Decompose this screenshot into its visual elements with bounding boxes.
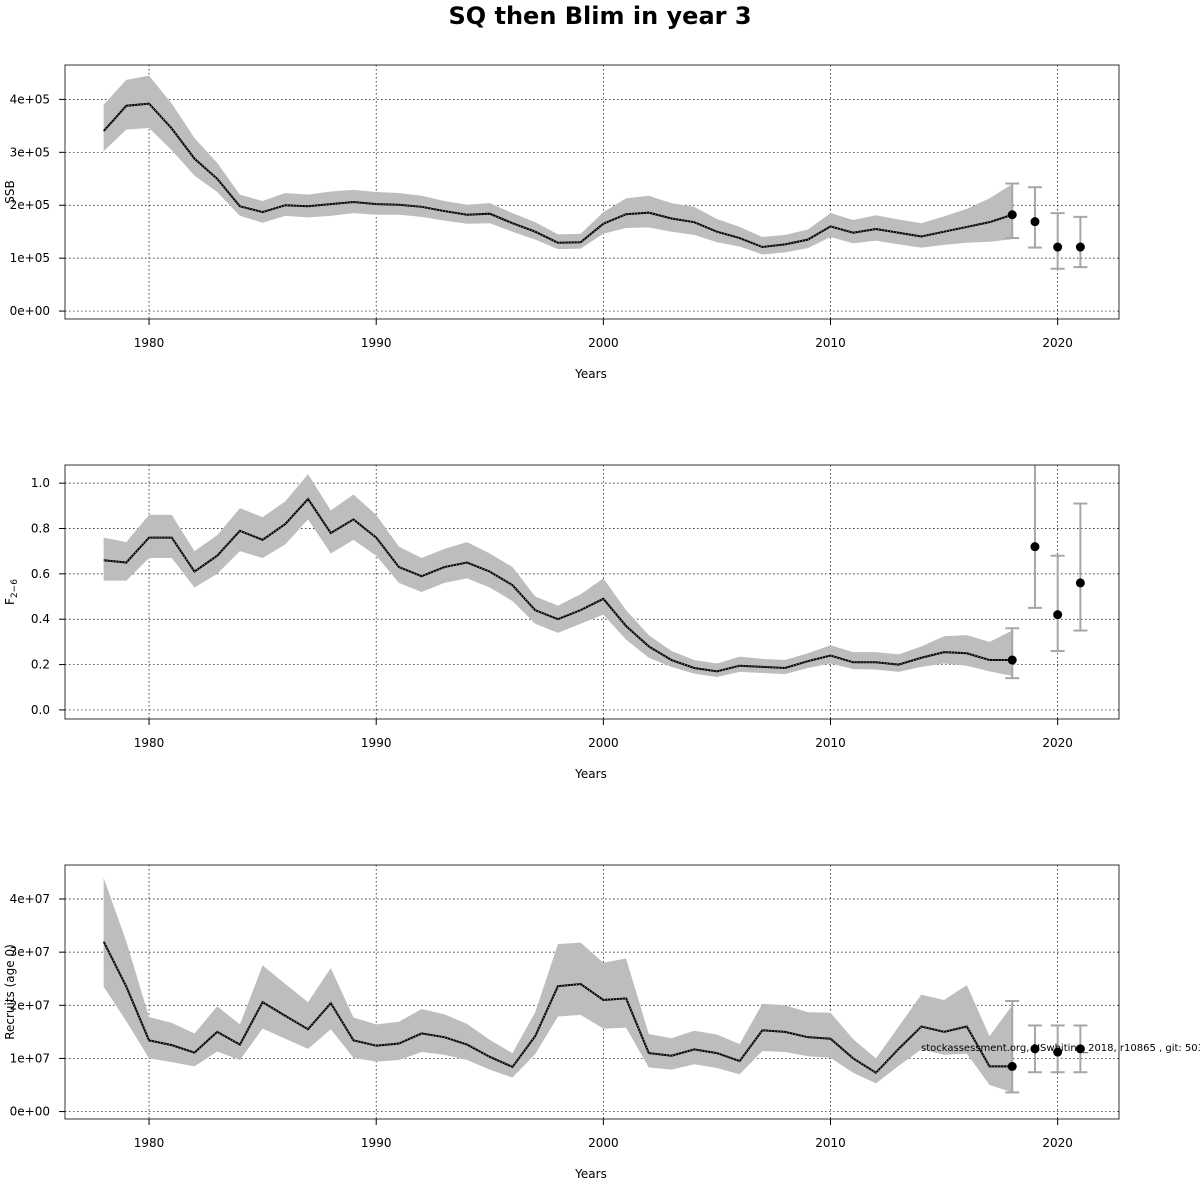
x-tick-label: 2020 — [1042, 1136, 1073, 1150]
forecast-point — [1030, 1044, 1040, 1054]
x-tick-label: 2010 — [815, 736, 846, 750]
x-tick-label: 2010 — [815, 336, 846, 350]
y-tick-label: 3e+05 — [10, 145, 50, 159]
chart-title: SQ then Blim in year 3 — [448, 2, 751, 30]
y-tick-label: 2e+05 — [10, 198, 50, 212]
y-tick-label: 4e+07 — [10, 892, 50, 906]
footer-note: stockassessment.org, NSwhiting_2018, r10… — [921, 1043, 1200, 1054]
forecast-point — [1053, 610, 1063, 620]
y-tick-label: 3e+07 — [10, 945, 50, 959]
x-tick-label: 1990 — [361, 1136, 392, 1150]
confidence-band — [103, 474, 1013, 678]
x-axis-label: Years — [574, 367, 607, 381]
forecast-point — [1007, 655, 1017, 665]
y-tick-label: 0.4 — [31, 612, 50, 626]
plot-frame — [64, 64, 1120, 320]
x-tick-label: 2010 — [815, 1136, 846, 1150]
y-axis-label: Recruits (age 0) — [3, 944, 17, 1040]
forecast-errorbar — [1073, 215, 1088, 269]
forecast-errorbar — [1050, 554, 1065, 652]
x-tick-label: 1980 — [134, 1136, 165, 1150]
forecast-point — [1030, 217, 1040, 227]
x-tick-label: 2000 — [588, 336, 619, 350]
forecast-point — [1075, 578, 1085, 588]
estimate-line-dots — [103, 498, 1013, 672]
y-tick-label: 0e+00 — [10, 304, 50, 318]
y-axis-label: SSB — [3, 180, 17, 203]
x-tick-label: 2000 — [588, 1136, 619, 1150]
y-tick-label: 1e+07 — [10, 1051, 50, 1065]
forecast-point — [1007, 1061, 1017, 1071]
forecast-errorbar — [1027, 465, 1042, 609]
plot-frame — [64, 464, 1120, 720]
forecast-errorbar — [1073, 502, 1088, 632]
confidence-band — [103, 75, 1013, 255]
estimate-line-dots — [103, 941, 1013, 1074]
y-tick-label: 0.0 — [31, 703, 50, 717]
x-tick-label: 1990 — [361, 736, 392, 750]
forecast-point — [1030, 542, 1040, 552]
x-tick-label: 1980 — [134, 736, 165, 750]
forecast-errorbar — [1050, 212, 1065, 270]
y-tick-label: 0.6 — [31, 567, 50, 581]
forecast-point — [1075, 1044, 1085, 1054]
plot-frame — [64, 864, 1120, 1120]
y-tick-label: 0.8 — [31, 522, 50, 536]
x-axis-label: Years — [574, 767, 607, 781]
confidence-band — [103, 877, 1013, 1093]
y-tick-label: 1.0 — [31, 476, 50, 490]
fbar-panel: 1980 1990 2000 2010 2020 0.0 0.2 0.4 0.6 0.8 1.0 Ye… — [3, 464, 1120, 781]
x-tick-label: 2020 — [1042, 736, 1073, 750]
y-tick-label: 4e+05 — [10, 92, 50, 106]
recruits-panel: 1980 1990 2000 2010 2020 0e+00 1e+07 2e+07 3e+07… — [3, 864, 1120, 1181]
forecast-errorbar — [1005, 627, 1020, 680]
y-axis-label-subscript: 2−6 — [10, 579, 20, 598]
forecast-errorbar — [1005, 1000, 1020, 1094]
ssb-panel: 1980 1990 2000 2010 2020 0e+00 1e+05 2e+05 3e+05… — [3, 64, 1120, 381]
x-tick-label: 1990 — [361, 336, 392, 350]
y-tick-label: 1e+05 — [10, 251, 50, 265]
y-tick-label: 2e+07 — [10, 998, 50, 1012]
x-tick-label: 2000 — [588, 736, 619, 750]
forecast-point — [1053, 1047, 1063, 1057]
x-axis-label: Years — [574, 1167, 607, 1181]
forecast-point — [1053, 242, 1063, 252]
x-tick-label: 1980 — [134, 336, 165, 350]
estimate-line-dots — [103, 103, 1013, 248]
y-axis-label: F2−6 — [3, 579, 20, 605]
x-tick-label: 2020 — [1042, 336, 1073, 350]
forecast-point — [1075, 242, 1085, 252]
forecast-point — [1007, 210, 1017, 220]
y-tick-label: 0e+00 — [10, 1105, 50, 1119]
y-tick-label: 0.2 — [31, 658, 50, 672]
